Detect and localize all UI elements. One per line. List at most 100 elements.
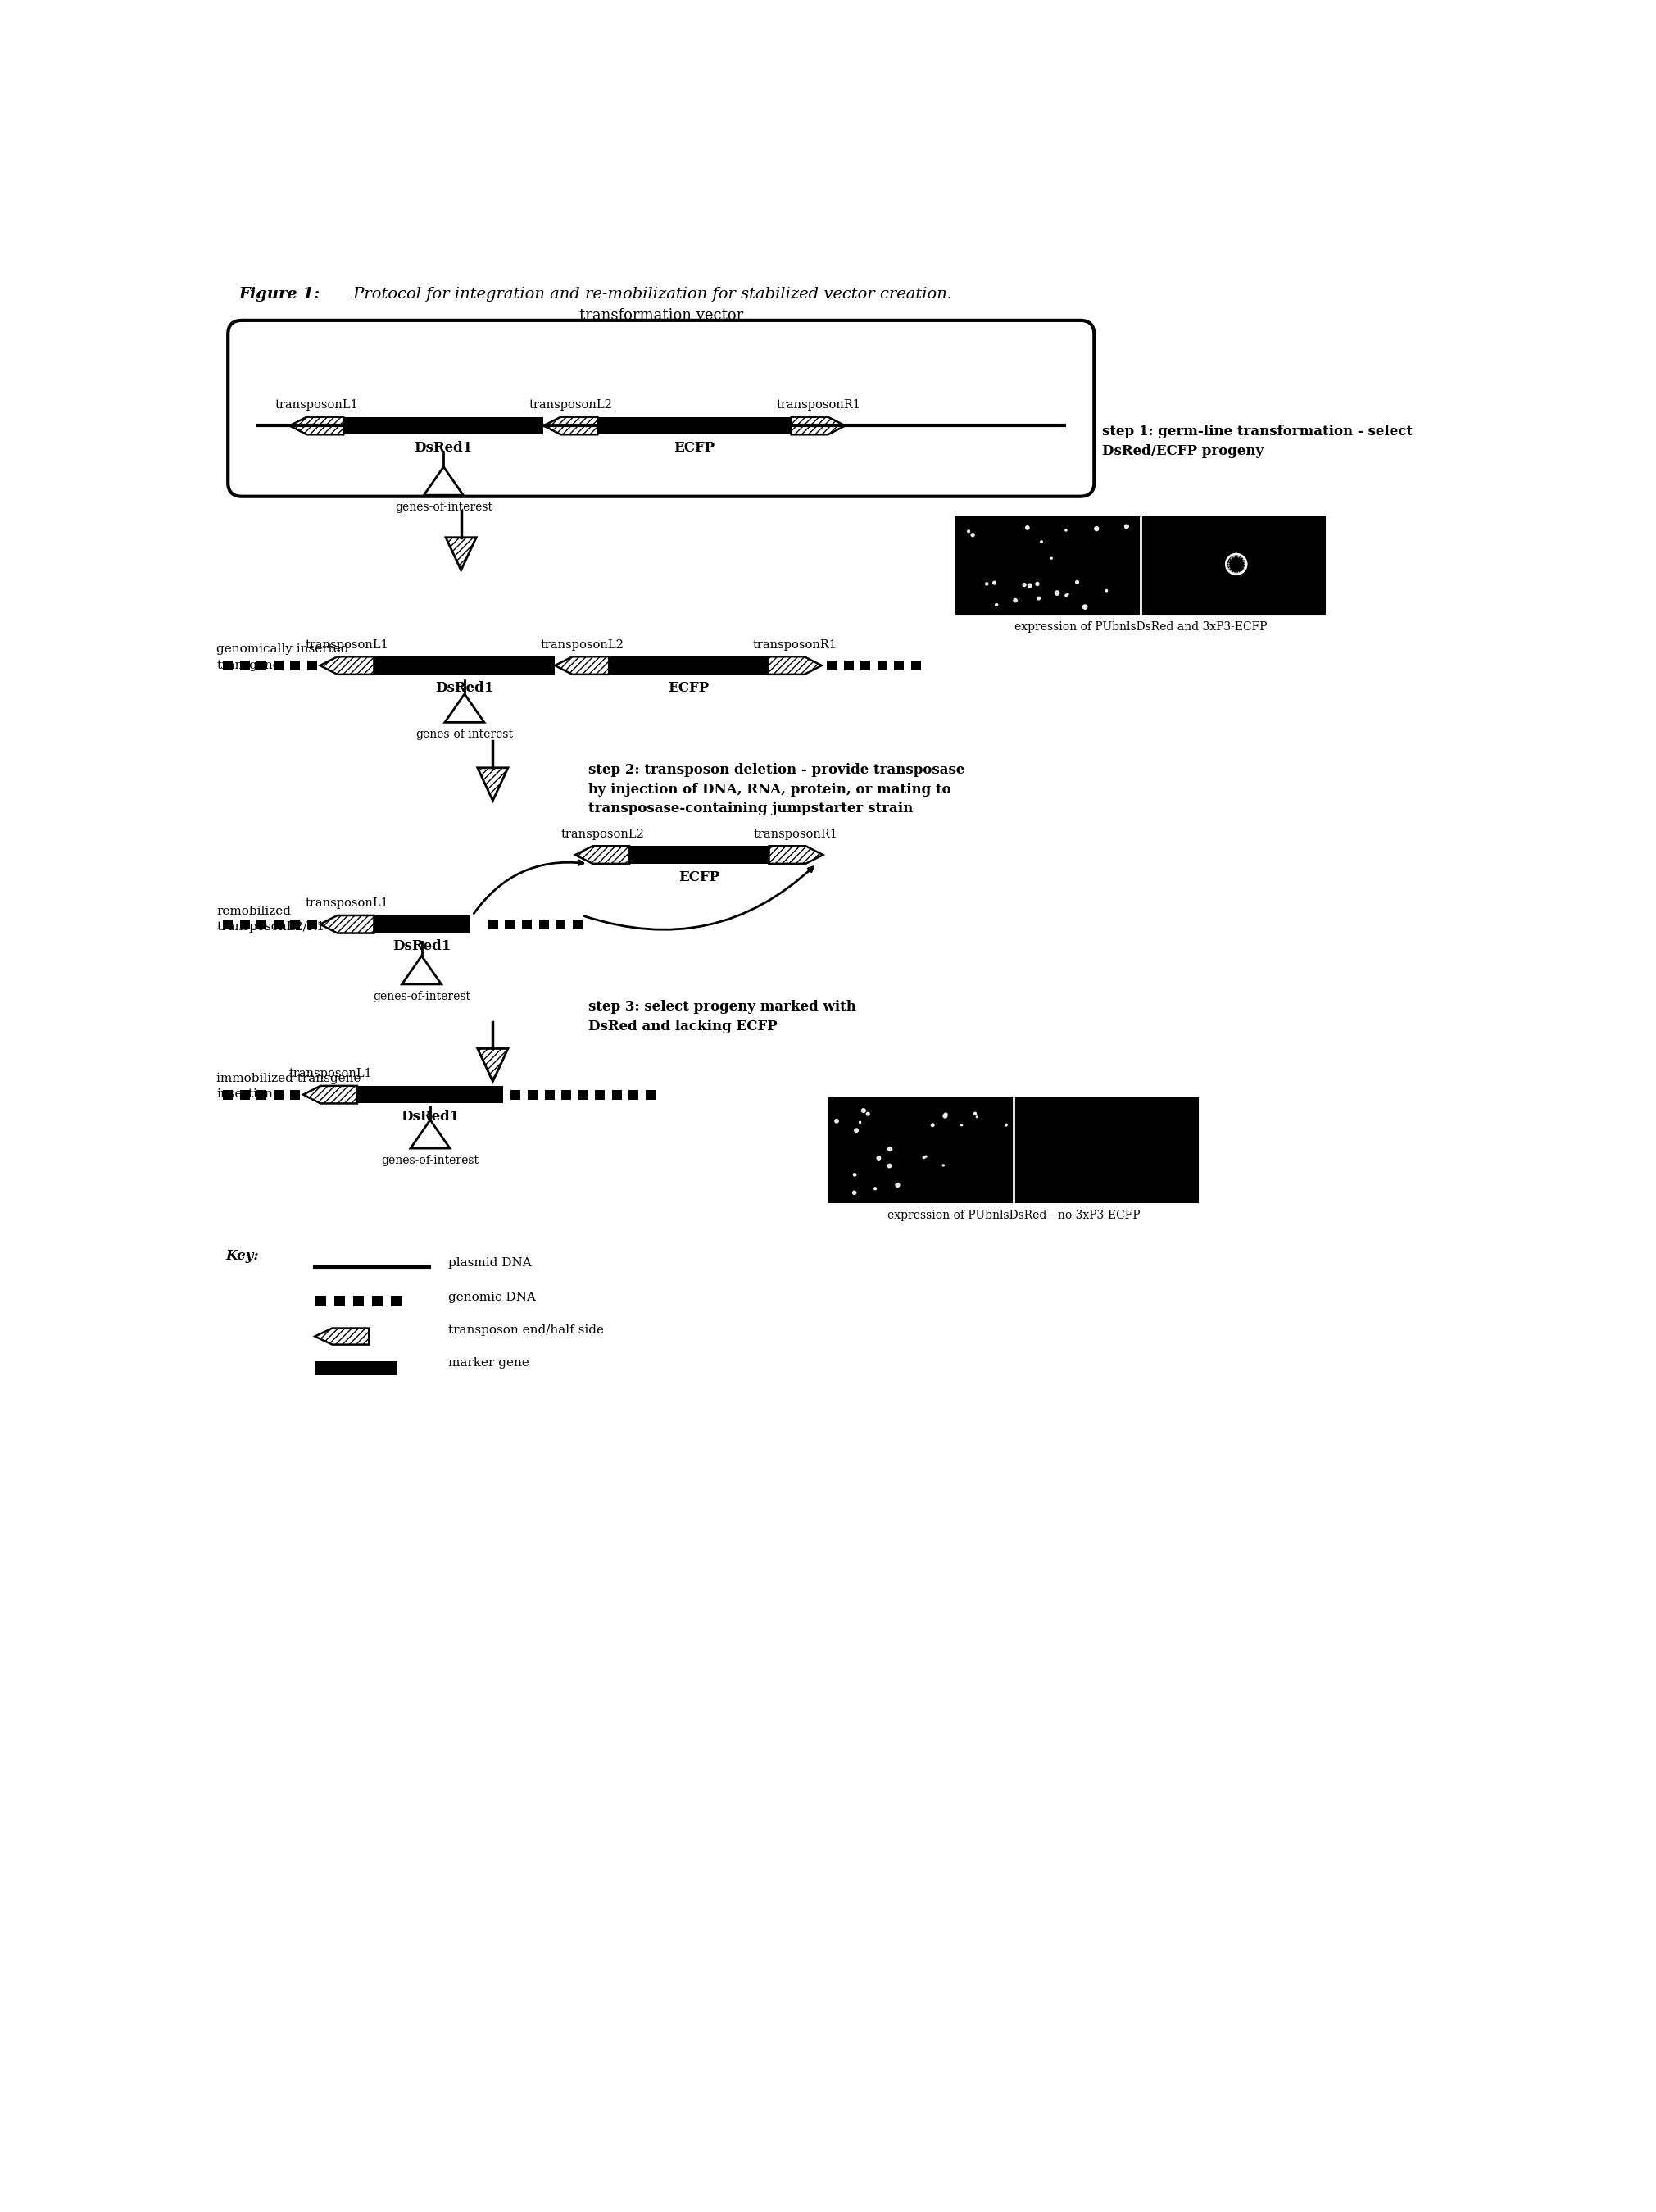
Bar <box>629 845 768 863</box>
Bar <box>257 920 267 929</box>
Text: step 3: select progeny marked with
DsRed and lacking ECFP: step 3: select progeny marked with DsRed… <box>588 1000 856 1033</box>
Text: transposonR1: transposonR1 <box>777 398 861 411</box>
Circle shape <box>1055 591 1060 595</box>
Bar <box>273 1091 283 1099</box>
Bar <box>306 661 316 670</box>
Text: genomic DNA: genomic DNA <box>449 1292 537 1303</box>
Bar <box>528 1091 538 1099</box>
Bar <box>505 920 515 929</box>
Bar <box>573 920 583 929</box>
Polygon shape <box>555 657 609 675</box>
Bar <box>830 1097 1197 1201</box>
Text: DsRed1: DsRed1 <box>392 940 450 953</box>
Text: expression of PUbnlsDsRed and 3xP3-ECFP: expression of PUbnlsDsRed and 3xP3-ECFP <box>1013 622 1267 633</box>
Polygon shape <box>320 657 374 675</box>
Circle shape <box>974 1113 977 1115</box>
Circle shape <box>888 1164 891 1168</box>
Text: transposonL1: transposonL1 <box>305 639 389 650</box>
Polygon shape <box>445 538 477 571</box>
Circle shape <box>1035 582 1038 586</box>
Text: transposon end/half side: transposon end/half side <box>449 1325 604 1336</box>
Circle shape <box>985 582 989 586</box>
Polygon shape <box>320 916 374 933</box>
Text: genomically inserted
transgene: genomically inserted transgene <box>217 644 349 670</box>
Bar <box>257 661 267 670</box>
Bar <box>224 1091 233 1099</box>
Bar <box>315 1360 397 1376</box>
Bar <box>257 1091 267 1099</box>
Text: transformation vector: transformation vector <box>580 307 744 323</box>
Bar <box>240 661 250 670</box>
Bar <box>578 1091 588 1099</box>
Circle shape <box>995 604 999 606</box>
Text: remobilized
transposonL2/R1: remobilized transposonL2/R1 <box>217 905 325 933</box>
Polygon shape <box>315 1327 369 1345</box>
Polygon shape <box>768 657 821 675</box>
Circle shape <box>1013 599 1017 602</box>
Circle shape <box>1023 584 1025 586</box>
FancyBboxPatch shape <box>229 321 1095 495</box>
Bar <box>358 1086 503 1104</box>
Polygon shape <box>477 1048 508 1082</box>
Bar <box>374 657 555 675</box>
Text: DsRed1: DsRed1 <box>401 1110 459 1124</box>
Bar <box>343 416 543 434</box>
Circle shape <box>1037 597 1040 599</box>
Text: ECFP: ECFP <box>674 440 715 456</box>
Circle shape <box>1025 526 1030 529</box>
Circle shape <box>994 582 995 584</box>
Circle shape <box>861 1108 866 1113</box>
Text: ECFP: ECFP <box>667 681 709 695</box>
Text: genes-of-interest: genes-of-interest <box>394 502 492 513</box>
Bar <box>894 661 904 670</box>
Bar <box>273 661 283 670</box>
Circle shape <box>944 1115 947 1117</box>
Circle shape <box>853 1190 856 1194</box>
Bar <box>373 1296 383 1307</box>
Bar <box>538 920 548 929</box>
Circle shape <box>1124 524 1128 529</box>
Text: Figure 1:: Figure 1: <box>238 288 320 301</box>
Bar <box>522 920 532 929</box>
Text: marker gene: marker gene <box>449 1358 530 1369</box>
Bar <box>911 661 921 670</box>
Circle shape <box>970 533 974 538</box>
Text: genes-of-interest: genes-of-interest <box>373 991 470 1002</box>
Bar <box>561 1091 571 1099</box>
Bar <box>273 920 283 929</box>
Bar <box>306 920 316 929</box>
Bar <box>374 916 469 933</box>
Bar <box>595 1091 604 1099</box>
Bar <box>290 920 300 929</box>
Bar <box>353 1296 364 1307</box>
Bar <box>646 1091 656 1099</box>
Text: genes-of-interest: genes-of-interest <box>416 728 513 741</box>
Circle shape <box>896 1183 899 1188</box>
Text: DsRed1: DsRed1 <box>436 681 493 695</box>
Bar <box>861 661 871 670</box>
Bar <box>335 1296 344 1307</box>
Text: immobilized transgene
insertion: immobilized transgene insertion <box>217 1073 361 1099</box>
Text: transposonL1: transposonL1 <box>288 1068 373 1079</box>
Bar <box>224 920 233 929</box>
Circle shape <box>1095 526 1098 531</box>
Text: plasmid DNA: plasmid DNA <box>449 1256 532 1270</box>
Text: DsRed1: DsRed1 <box>414 440 472 456</box>
Text: ECFP: ECFP <box>679 869 720 885</box>
Polygon shape <box>303 1086 358 1104</box>
Polygon shape <box>792 416 845 434</box>
Circle shape <box>853 1172 856 1177</box>
Bar <box>290 661 300 670</box>
Circle shape <box>874 1188 876 1190</box>
Circle shape <box>1076 582 1078 584</box>
Polygon shape <box>477 768 508 801</box>
Text: transposonL2: transposonL2 <box>540 639 624 650</box>
Circle shape <box>931 1124 934 1126</box>
Bar <box>826 661 836 670</box>
Polygon shape <box>768 845 823 863</box>
Text: transposonL1: transposonL1 <box>275 398 358 411</box>
Circle shape <box>835 1119 838 1124</box>
Polygon shape <box>543 416 598 434</box>
Polygon shape <box>402 956 442 984</box>
Bar <box>545 1091 555 1099</box>
